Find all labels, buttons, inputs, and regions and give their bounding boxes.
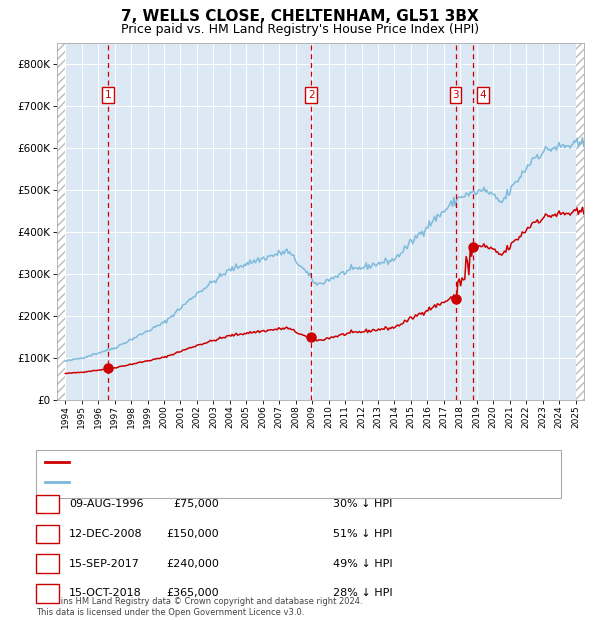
Bar [575,43,584,400]
Text: £150,000: £150,000 [166,529,219,539]
Text: 3: 3 [452,90,459,100]
Text: £75,000: £75,000 [173,499,219,509]
Text: 1: 1 [105,90,112,100]
Text: 15-OCT-2018: 15-OCT-2018 [69,588,142,598]
Text: 12-DEC-2008: 12-DEC-2008 [69,529,143,539]
Bar [57,43,65,400]
Text: 2: 2 [44,529,51,539]
Text: 4: 4 [480,90,487,100]
Text: HPI: Average price, detached house, Cheltenham: HPI: Average price, detached house, Chel… [72,477,317,487]
Text: Price paid vs. HM Land Registry's House Price Index (HPI): Price paid vs. HM Land Registry's House … [121,23,479,36]
Text: 1: 1 [44,499,51,509]
Text: 51% ↓ HPI: 51% ↓ HPI [333,529,392,539]
Text: 3: 3 [44,559,51,569]
Text: 09-AUG-1996: 09-AUG-1996 [69,499,143,509]
Text: £365,000: £365,000 [166,588,219,598]
Text: 30% ↓ HPI: 30% ↓ HPI [333,499,392,509]
Text: 49% ↓ HPI: 49% ↓ HPI [333,559,392,569]
Text: 7, WELLS CLOSE, CHELTENHAM, GL51 3BX (detached house): 7, WELLS CLOSE, CHELTENHAM, GL51 3BX (de… [72,457,373,467]
Text: 2: 2 [308,90,314,100]
Text: 4: 4 [44,588,51,598]
Text: 15-SEP-2017: 15-SEP-2017 [69,559,140,569]
Text: £240,000: £240,000 [166,559,219,569]
Text: 28% ↓ HPI: 28% ↓ HPI [333,588,392,598]
Text: Contains HM Land Registry data © Crown copyright and database right 2024.
This d: Contains HM Land Registry data © Crown c… [36,598,362,617]
Text: 7, WELLS CLOSE, CHELTENHAM, GL51 3BX: 7, WELLS CLOSE, CHELTENHAM, GL51 3BX [121,9,479,24]
